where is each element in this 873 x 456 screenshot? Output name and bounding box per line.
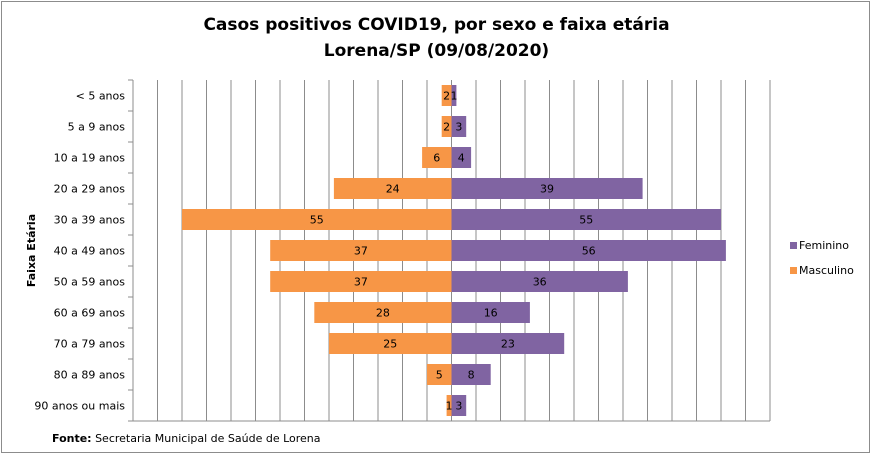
- bar-masculino: [441, 116, 452, 137]
- data-label: 55: [310, 214, 324, 227]
- bar-feminino: [451, 209, 721, 230]
- bar-masculino: [422, 147, 452, 168]
- category-label: 5 a 9 anos: [68, 121, 126, 134]
- source-note: Fonte: Secretaria Municipal de Saúde de …: [52, 432, 321, 445]
- data-label: 23: [501, 338, 515, 351]
- category-label: < 5 anos: [76, 90, 126, 103]
- data-label: 37: [354, 245, 368, 258]
- category-label: 90 anos ou mais: [34, 400, 125, 413]
- data-label: 2: [443, 90, 450, 103]
- bar-feminino: [451, 333, 565, 354]
- bar-feminino: [451, 240, 726, 261]
- source-text: Secretaria Municipal de Saúde de Lorena: [91, 432, 321, 445]
- bar-feminino: [451, 364, 491, 385]
- data-label: 36: [533, 276, 547, 289]
- bar-feminino: [451, 395, 467, 416]
- category-label: 30 a 39 anos: [54, 214, 126, 227]
- category-label: 50 a 59 anos: [54, 276, 126, 289]
- data-label: 3: [455, 121, 462, 134]
- chart-title: Casos positivos COVID19, por sexo e faix…: [2, 12, 871, 64]
- bar-feminino: [451, 271, 628, 292]
- bar-feminino: [451, 147, 472, 168]
- data-label: 28: [376, 307, 390, 320]
- bar-masculino: [270, 271, 452, 292]
- category-label: 10 a 19 anos: [54, 152, 126, 165]
- bar-feminino: [451, 178, 643, 199]
- bar-feminino: [451, 116, 467, 137]
- category-label: 80 a 89 anos: [54, 369, 126, 382]
- chart-title-line-1: Casos positivos COVID19, por sexo e faix…: [203, 15, 670, 35]
- bar-masculino: [446, 395, 452, 416]
- bar-masculino: [329, 333, 452, 354]
- category-label: 20 a 29 anos: [54, 183, 126, 196]
- bar-masculino: [441, 85, 452, 106]
- data-label: 2: [443, 121, 450, 134]
- bar-feminino: [451, 85, 457, 106]
- bar-masculino: [333, 178, 452, 199]
- y-axis-title: Faixa Etária: [25, 214, 38, 287]
- bar-feminino: [451, 302, 530, 323]
- bar-masculino: [182, 209, 452, 230]
- bar-masculino: [270, 240, 452, 261]
- legend-label: Masculino: [799, 264, 854, 277]
- data-label: 25: [383, 338, 397, 351]
- data-label: 6: [433, 152, 440, 165]
- data-label: 1: [450, 90, 457, 103]
- data-label: 3: [455, 400, 462, 413]
- data-label: 16: [484, 307, 498, 320]
- bar-masculino: [314, 302, 452, 323]
- data-label: 5: [436, 369, 443, 382]
- chart-title-line-2: Lorena/SP (09/08/2020): [323, 41, 550, 61]
- data-label: 39: [540, 183, 554, 196]
- legend-swatch: [790, 242, 797, 249]
- data-label: 4: [458, 152, 465, 165]
- source-label: Fonte:: [52, 432, 92, 445]
- data-label: 24: [386, 183, 400, 196]
- legend-label: Feminino: [799, 239, 849, 252]
- data-label: 55: [579, 214, 593, 227]
- data-label: 1: [446, 400, 453, 413]
- category-label: 40 a 49 anos: [54, 245, 126, 258]
- data-label: 37: [354, 276, 368, 289]
- category-label: 60 a 69 anos: [54, 307, 126, 320]
- data-label: 56: [582, 245, 596, 258]
- bar-masculino: [427, 364, 452, 385]
- category-label: 70 a 79 anos: [54, 338, 126, 351]
- data-label: 8: [468, 369, 475, 382]
- legend-swatch: [790, 267, 797, 274]
